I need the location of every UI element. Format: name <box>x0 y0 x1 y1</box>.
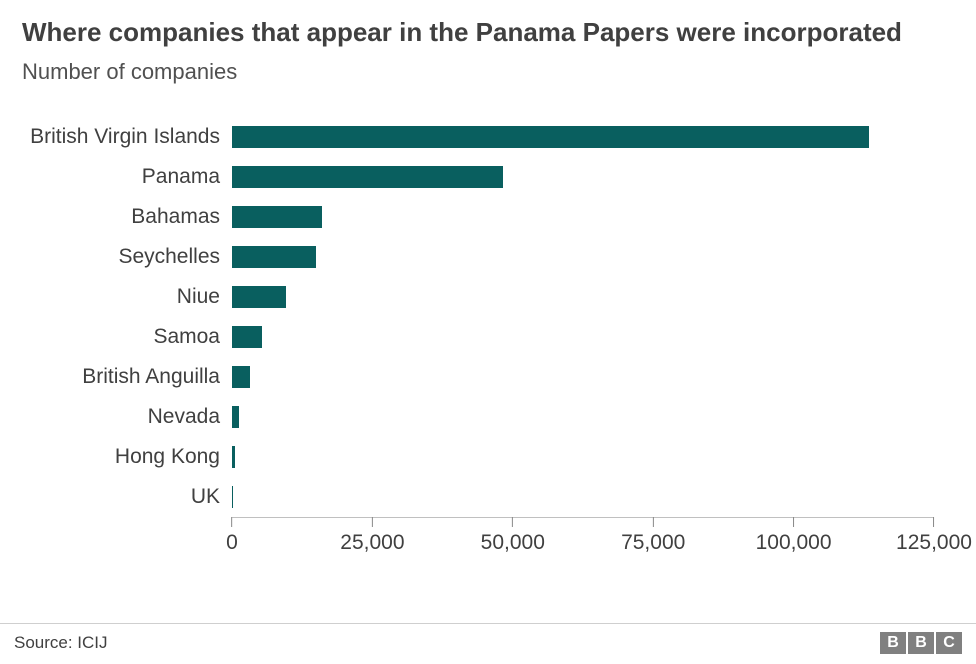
bar <box>232 166 503 188</box>
bar-row <box>232 197 934 237</box>
tick-mark <box>793 517 794 527</box>
tick-mark <box>232 517 233 527</box>
category-label: British Virgin Islands <box>22 125 232 149</box>
category-label-row: Samoa <box>22 317 232 357</box>
x-tick: 0 <box>226 517 238 555</box>
bar-row <box>232 317 934 357</box>
category-label-row: British Virgin Islands <box>22 117 232 157</box>
x-tick: 50,000 <box>481 517 545 555</box>
tick-label: 50,000 <box>481 531 545 555</box>
plot-column <box>232 117 934 517</box>
bar-row <box>232 437 934 477</box>
bar-row <box>232 397 934 437</box>
x-tick: 125,000 <box>896 517 972 555</box>
category-label-row: Bahamas <box>22 197 232 237</box>
bar <box>232 286 286 308</box>
category-label: Nevada <box>22 405 232 429</box>
category-label: Samoa <box>22 325 232 349</box>
chart-area: British Virgin Islands Panama Bahamas Seych… <box>22 117 954 567</box>
x-axis: 025,00050,00075,000100,000125,000 <box>232 517 934 567</box>
x-tick: 25,000 <box>340 517 404 555</box>
chart-title: Where companies that appear in the Panam… <box>22 16 954 49</box>
bar-row <box>232 357 934 397</box>
category-label: British Anguilla <box>22 365 232 389</box>
tick-label: 100,000 <box>756 531 832 555</box>
tick-label: 0 <box>226 531 238 555</box>
bar <box>232 326 262 348</box>
tick-label: 75,000 <box>621 531 685 555</box>
bar-row <box>232 277 934 317</box>
bar <box>232 246 316 268</box>
category-label-row: Panama <box>22 157 232 197</box>
bar-row <box>232 477 934 517</box>
logo-letter: C <box>936 632 962 654</box>
bar <box>232 206 322 228</box>
tick-mark <box>372 517 373 527</box>
logo-letter: B <box>908 632 934 654</box>
bar <box>232 446 235 468</box>
chart-subtitle: Number of companies <box>22 59 954 85</box>
logo-letter: B <box>880 632 906 654</box>
category-label: Seychelles <box>22 245 232 269</box>
tick-label: 125,000 <box>896 531 972 555</box>
bar-row <box>232 157 934 197</box>
source-text: Source: ICIJ <box>14 633 108 653</box>
bar <box>232 406 239 428</box>
category-label-row: Niue <box>22 277 232 317</box>
category-label: Panama <box>22 165 232 189</box>
x-tick: 100,000 <box>756 517 832 555</box>
category-label-row: Nevada <box>22 397 232 437</box>
tick-label: 25,000 <box>340 531 404 555</box>
tick-mark <box>512 517 513 527</box>
tick-mark <box>933 517 934 527</box>
category-label-row: Seychelles <box>22 237 232 277</box>
chart-container: Where companies that appear in the Panam… <box>0 0 976 567</box>
bar <box>232 366 250 388</box>
bar-row <box>232 237 934 277</box>
category-label-row: British Anguilla <box>22 357 232 397</box>
bar <box>232 126 869 148</box>
x-tick: 75,000 <box>621 517 685 555</box>
category-label: Niue <box>22 285 232 309</box>
bbc-logo: BBC <box>880 632 962 654</box>
category-label: Bahamas <box>22 205 232 229</box>
footer: Source: ICIJ BBC <box>0 623 976 664</box>
category-label: Hong Kong <box>22 445 232 469</box>
category-labels-column: British Virgin Islands Panama Bahamas Seych… <box>22 117 232 517</box>
category-label-row: Hong Kong <box>22 437 232 477</box>
bars-wrapper: British Virgin Islands Panama Bahamas Seych… <box>22 117 954 517</box>
bar <box>232 486 233 508</box>
bar-row <box>232 117 934 157</box>
tick-mark <box>653 517 654 527</box>
category-label: UK <box>22 485 232 509</box>
category-label-row: UK <box>22 477 232 517</box>
